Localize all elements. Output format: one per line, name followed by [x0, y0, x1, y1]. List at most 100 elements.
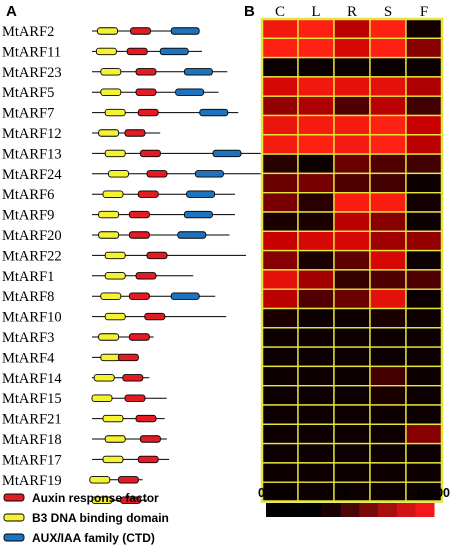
- b3-domain: [102, 190, 124, 198]
- heatmap-cell: [333, 423, 371, 445]
- scale-swatch: [396, 503, 416, 517]
- heatmap-cell: [297, 191, 335, 213]
- heatmap-cell: [369, 365, 407, 387]
- heatmap-cell: [297, 462, 335, 483]
- heatmap-cell: [261, 269, 299, 290]
- b3-domain: [89, 476, 111, 484]
- heatmap-cell: [261, 462, 299, 483]
- auxiaa-domain: [177, 231, 207, 239]
- heatmap-cell: [297, 327, 335, 348]
- gene-row: MtARF21: [2, 412, 165, 428]
- heatmap-cell: [333, 249, 371, 271]
- heatmap-cell: [369, 385, 407, 406]
- arf-domain: [126, 47, 148, 56]
- b3-domain: [98, 333, 120, 341]
- legend-label: AUX/IAA family (CTD): [32, 531, 155, 545]
- b3-domain: [98, 231, 120, 239]
- heatmap-cell: [369, 307, 407, 329]
- heatmap-cell: [333, 307, 371, 329]
- gene-name: MtARF6: [2, 187, 54, 203]
- heatmap-cell: [261, 95, 299, 117]
- auxiaa-domain: [212, 149, 242, 158]
- gene-name: MtARF1: [2, 269, 54, 285]
- heatmap-cell: [297, 172, 335, 194]
- heatmap-cell: [261, 423, 299, 445]
- gene-name: MtARF5: [2, 85, 54, 101]
- gene-row: [91, 496, 147, 504]
- heatmap-cell: [405, 211, 443, 232]
- heatmap-cell: [405, 172, 443, 194]
- b3-domain: [104, 312, 126, 321]
- heatmap-cell: [261, 134, 299, 155]
- gene-name: MtARF21: [2, 412, 62, 428]
- heatmap-cell: [405, 95, 443, 117]
- b3-domain: [108, 170, 129, 178]
- gene-row: MtARF15: [2, 391, 167, 407]
- heatmap-cell: [369, 211, 407, 232]
- column-label: R: [347, 4, 357, 20]
- heatmap-cell: [405, 18, 443, 39]
- b3-domain: [104, 272, 126, 280]
- b3-domain: [98, 210, 120, 219]
- heatmap-cell: [369, 442, 407, 464]
- heatmap-cell: [297, 134, 335, 155]
- gene-row: MtARF19: [2, 473, 143, 489]
- heatmap-cell: [297, 18, 335, 39]
- heatmap-cell: [297, 56, 335, 78]
- heatmap-cell: [405, 327, 443, 348]
- heatmap-cell: [333, 153, 371, 175]
- gene-row: MtARF20: [2, 228, 230, 244]
- auxiaa-domain: [170, 27, 200, 35]
- heatmap-cell: [405, 76, 443, 97]
- gene-row: MtARF3: [2, 330, 154, 346]
- heatmap-cell: [405, 423, 443, 445]
- gene-name: MtARF3: [2, 330, 54, 346]
- heatmap-cell: [405, 288, 443, 310]
- gene-name: MtARF24: [2, 167, 62, 183]
- column-label: F: [420, 4, 428, 20]
- legend-label: B3 DNA binding domain: [32, 511, 169, 525]
- gene-name: MtARF20: [2, 228, 62, 244]
- heatmap-cell: [333, 327, 371, 348]
- heatmap-cell: [405, 365, 443, 387]
- b3-domain: [102, 455, 124, 464]
- arf-domain: [137, 190, 159, 198]
- arf-domain: [135, 414, 157, 423]
- arf-domain: [117, 353, 139, 362]
- heatmap-cell: [297, 481, 335, 503]
- gene-row: MtARF13: [2, 146, 264, 162]
- b3-domain: [93, 374, 115, 382]
- heatmap-cell: [405, 114, 443, 136]
- arf-domain: [117, 476, 139, 484]
- scale-swatch: [266, 503, 286, 517]
- heatmap-cell: [261, 404, 299, 425]
- heatmap-cell: [369, 172, 407, 194]
- heatmap-cell: [369, 462, 407, 483]
- b3-domain: [100, 68, 122, 76]
- heatmap-cell: [333, 230, 371, 252]
- heatmap-cell: [261, 76, 299, 97]
- gene-row: MtARF10: [2, 310, 227, 326]
- gene-name: MtARF14: [2, 371, 62, 387]
- arf-domain: [124, 394, 146, 402]
- arf-domain: [128, 231, 150, 239]
- column-label: S: [384, 4, 392, 20]
- heatmap-cell: [405, 37, 443, 59]
- scale-swatch: [340, 503, 360, 517]
- arf-domain: [130, 27, 151, 35]
- heatmap-cell: [333, 481, 371, 503]
- heatmap-cell: [333, 365, 371, 387]
- heatmap-cell: [261, 211, 299, 232]
- heatmap-cell: [333, 37, 371, 59]
- scale-swatch: [303, 503, 323, 517]
- heatmap-cell: [261, 307, 299, 329]
- heatmap-cell: [369, 76, 407, 97]
- scale-label: 10000: [415, 486, 450, 500]
- b3-domain: [97, 27, 118, 35]
- gene-row: MtARF12: [2, 126, 161, 142]
- heatmap-cell: [369, 56, 407, 78]
- heatmap-cell: [261, 327, 299, 348]
- heatmap-cell: [369, 481, 407, 503]
- gene-name: MtARF15: [2, 391, 62, 407]
